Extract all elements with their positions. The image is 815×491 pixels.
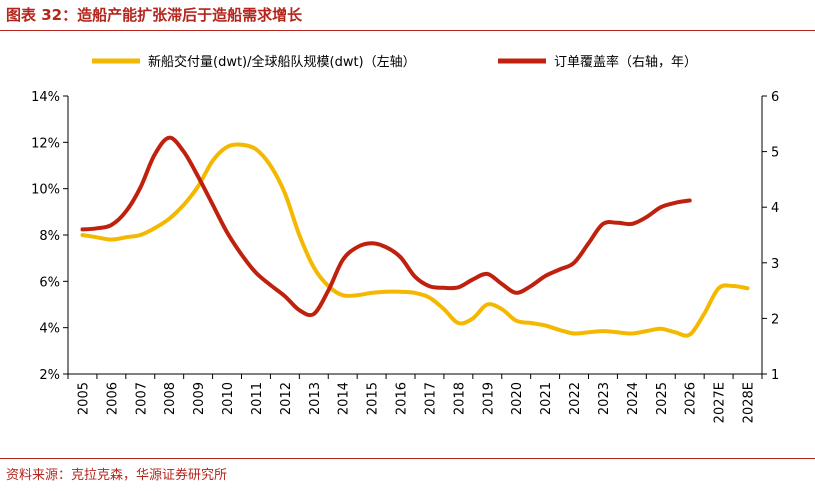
x-tick-label: 2019	[481, 382, 496, 415]
x-tick-label: 2008	[163, 382, 178, 415]
x-tick-label: 2014	[337, 382, 352, 415]
right-y-tick-label: 2	[771, 312, 779, 327]
x-tick-label: 2017	[423, 382, 438, 415]
x-tick-label: 2026	[684, 382, 699, 415]
left-y-tick-label: 8%	[39, 229, 60, 244]
x-tick-label: 2024	[626, 382, 641, 415]
x-tick-label: 2028E	[742, 382, 757, 423]
right-y-tick-label: 4	[771, 201, 779, 216]
order-cover-line	[80, 135, 692, 318]
right-y-tick-label: 1	[771, 368, 779, 383]
x-tick-label: 2015	[366, 382, 381, 415]
deliveries-to-fleet-line	[80, 142, 750, 338]
left-y-tick-label: 4%	[39, 322, 60, 337]
x-tick-label: 2022	[568, 382, 583, 415]
x-tick-label: 2016	[395, 382, 410, 415]
bottom-rule	[0, 458, 815, 459]
right-y-tick-label: 6	[771, 90, 779, 105]
left-y-tick-label: 2%	[39, 368, 60, 383]
x-tick-label: 2005	[76, 382, 91, 415]
left-y-tick-label: 10%	[31, 183, 60, 198]
legend-label-deliveries: 新船交付量(dwt)/全球船队规模(dwt)（左轴）	[148, 54, 416, 70]
x-tick-label: 2011	[250, 382, 265, 415]
axes: 2% 4% 6% 8% 10% 12% 14% 1 2 3 4 5 6 2005 2006 2007 2008 2…	[31, 90, 779, 423]
x-tick-label: 2013	[308, 382, 323, 415]
left-y-tick-label: 12%	[31, 136, 60, 151]
x-tick-label: 2020	[510, 382, 525, 415]
x-tick-label: 2007	[134, 382, 149, 415]
legend-label-order-cover: 订单覆盖率（右轴，年）	[554, 54, 697, 70]
x-tick-label: 2021	[539, 382, 554, 415]
legend: 新船交付量(dwt)/全球船队规模(dwt)（左轴） 订单覆盖率（右轴，年）	[92, 54, 697, 70]
figure-title: 图表 32：造船产能扩张滞后于造船需求增长	[6, 6, 303, 24]
top-rule	[0, 30, 815, 31]
x-tick-label: 2018	[452, 382, 467, 415]
series-lines	[80, 135, 750, 338]
x-tick-label: 2012	[279, 382, 294, 415]
x-tick-label: 2009	[192, 382, 207, 415]
x-tick-label: 2010	[221, 382, 236, 415]
source-note: 资料来源：克拉克森，华源证券研究所	[6, 468, 228, 483]
left-y-tick-label: 14%	[31, 90, 60, 105]
x-tick-label: 2027E	[713, 382, 728, 423]
x-tick-label: 2006	[105, 382, 120, 415]
right-y-tick-label: 5	[771, 146, 779, 161]
x-tick-label: 2023	[597, 382, 612, 415]
right-y-tick-label: 3	[771, 257, 779, 272]
x-tick-label: 2025	[655, 382, 670, 415]
left-y-tick-label: 6%	[39, 275, 60, 290]
